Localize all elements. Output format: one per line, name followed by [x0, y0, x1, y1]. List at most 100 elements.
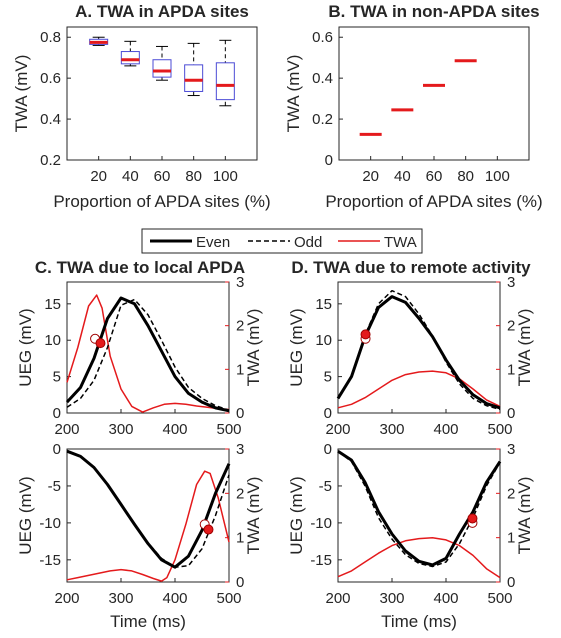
axes-box [337, 281, 501, 414]
x-tick-label: 20 [362, 168, 379, 185]
x-tick-label: 40 [122, 168, 139, 185]
x-tick-label: 60 [154, 168, 171, 185]
y-tick-label: 0.4 [312, 70, 333, 87]
subplot-bottom: 200 300 400 500 -15 -10 -5 0 0 1 2 3 UEG (mV) TWA (mV… [16, 441, 263, 631]
axes-box [338, 26, 530, 161]
y-axis-label: UEG (mV) [16, 308, 35, 386]
y-tick-label: 10 [44, 332, 61, 349]
even-line [337, 449, 502, 567]
twa-line [66, 294, 230, 413]
x-tick-label: 500 [487, 421, 512, 438]
axes-box [337, 448, 501, 583]
even-line [65, 296, 230, 413]
y2-tick-label: 2 [236, 485, 244, 502]
x-axis-label: Proportion of APDA sites (%) [53, 192, 270, 211]
y-tick-label: 0 [324, 405, 332, 422]
y2-tick-label: 1 [236, 361, 244, 378]
box-body [184, 64, 204, 92]
y-tick-label: 10 [315, 332, 332, 349]
chart-title: A. TWA in APDA sites [75, 2, 249, 21]
x-tick-label: 60 [426, 168, 443, 185]
panel-b: B. TWA in non-APDA sites 20 40 60 80 100 0 0.2 0… [284, 2, 543, 211]
marker-solid [203, 524, 214, 535]
x-axis-label: Proportion of APDA sites (%) [325, 192, 542, 211]
y2-axis-label: TWA (mV) [244, 309, 263, 387]
y2-tick-label: 1 [236, 530, 244, 547]
x-tick-label: 300 [108, 590, 133, 607]
chart-title: B. TWA in non-APDA sites [328, 2, 539, 21]
x-tick-label: 200 [54, 590, 79, 607]
x-tick-label: 80 [185, 168, 202, 185]
twa-line [66, 470, 230, 582]
x-tick-label: 20 [90, 168, 107, 185]
y-axis-label: TWA (mV) [12, 55, 31, 133]
subplot-bottom: 200 300 400 500 -15 -10 -5 0 0 1 2 3 UEG (mV) TWA (mV… [287, 441, 534, 631]
x-tick-label: 300 [108, 421, 133, 438]
legend-even-label: Even [196, 234, 230, 251]
x-tick-label: 400 [433, 590, 458, 607]
y-tick-label: -15 [39, 552, 61, 569]
x-tick-label: 200 [325, 421, 350, 438]
even-line [66, 449, 231, 569]
y-axis-label: UEG (mV) [287, 308, 306, 386]
y2-axis-label: TWA (mV) [244, 477, 263, 555]
y-tick-label: -15 [310, 552, 332, 569]
y-tick-label: -5 [48, 478, 61, 495]
y-tick-label: 0.4 [40, 111, 61, 128]
y-tick-label: 5 [324, 369, 332, 386]
axes-box [66, 448, 230, 583]
marker-solid [467, 513, 478, 524]
y-tick-label: 0.6 [312, 29, 333, 46]
chart-title: D. TWA due to remote activity [291, 258, 531, 277]
x-tick-label: 100 [213, 168, 238, 185]
y-axis-label: TWA (mV) [284, 55, 303, 133]
y2-tick-label: 3 [236, 274, 244, 291]
y-tick-label: 0.2 [312, 111, 333, 128]
y2-axis-label: TWA (mV) [515, 309, 534, 387]
y2-tick-label: 1 [507, 530, 515, 547]
y-tick-label: 0 [53, 405, 61, 422]
y-tick-label: 0.2 [40, 152, 61, 169]
x-axis-label: Time (ms) [110, 612, 186, 631]
y-tick-label: -10 [310, 515, 332, 532]
chart-title: C. TWA due to local APDA [35, 258, 245, 277]
y-tick-label: -10 [39, 515, 61, 532]
panel-a: A. TWA in APDA sites 20 40 60 80 100 0.2 0.4 0.6… [12, 2, 271, 211]
odd-line [66, 450, 230, 568]
x-tick-label: 100 [485, 168, 510, 185]
y2-tick-label: 3 [507, 274, 515, 291]
y2-tick-label: 2 [507, 485, 515, 502]
x-tick-label: 400 [433, 421, 458, 438]
marker-solid [360, 329, 371, 340]
x-tick-label: 300 [379, 590, 404, 607]
odd-line [66, 298, 230, 411]
y2-axis-label: TWA (mV) [515, 477, 534, 555]
y-axis-label: UEG (mV) [16, 476, 35, 554]
x-tick-label: 400 [162, 421, 187, 438]
x-tick-label: 80 [457, 168, 474, 185]
x-tick-label: 500 [487, 590, 512, 607]
odd-line [337, 289, 501, 411]
y-tick-label: 0.6 [40, 70, 61, 87]
y2-tick-label: 3 [507, 441, 515, 458]
y-tick-label: -5 [319, 478, 332, 495]
x-tick-label: 200 [325, 590, 350, 607]
twa-line [337, 536, 501, 579]
y2-tick-label: 1 [507, 361, 515, 378]
y2-tick-label: 2 [236, 318, 244, 335]
legend: Even Odd TWA [141, 228, 423, 254]
box-body [152, 59, 172, 78]
x-tick-label: 500 [216, 590, 241, 607]
x-tick-label: 40 [394, 168, 411, 185]
y-tick-label: 15 [44, 296, 61, 313]
y2-tick-label: 0 [507, 405, 515, 422]
legend-twa-label: TWA [384, 234, 417, 251]
x-tick-label: 500 [216, 421, 241, 438]
y2-tick-label: 0 [507, 574, 515, 591]
marker-solid [95, 338, 106, 349]
